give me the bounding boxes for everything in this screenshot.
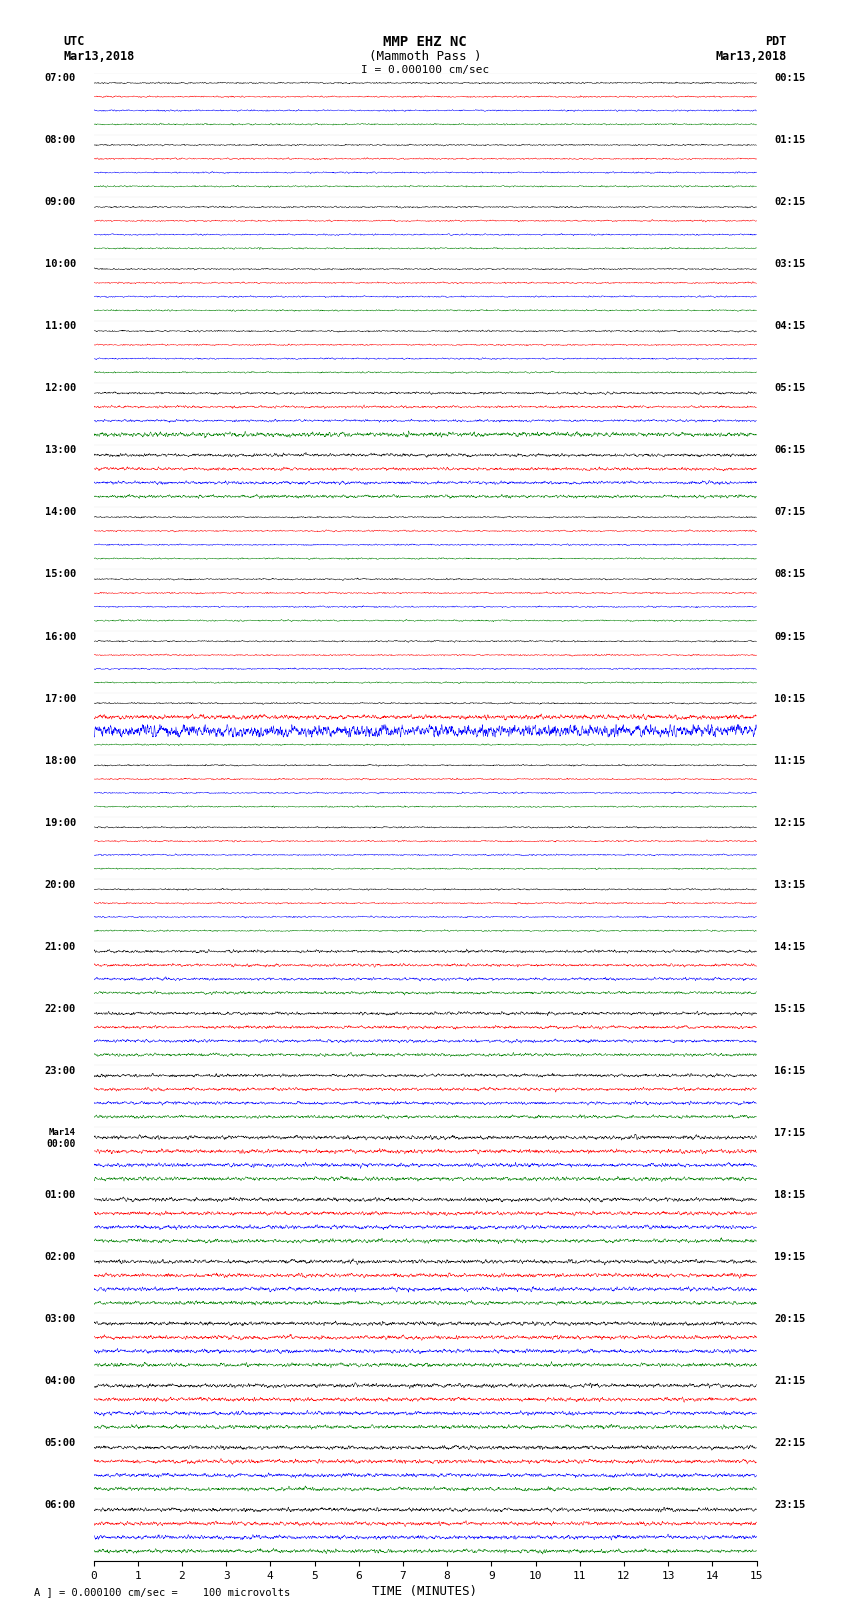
Text: 08:00: 08:00: [44, 135, 76, 145]
Text: 16:15: 16:15: [774, 1066, 806, 1076]
Text: 01:15: 01:15: [774, 135, 806, 145]
Text: 18:15: 18:15: [774, 1190, 806, 1200]
Text: 14:00: 14:00: [44, 508, 76, 518]
Text: 15:15: 15:15: [774, 1003, 806, 1013]
Text: 09:00: 09:00: [44, 197, 76, 208]
Text: 16:00: 16:00: [44, 632, 76, 642]
Text: 00:00: 00:00: [47, 1139, 76, 1148]
Text: 05:00: 05:00: [44, 1437, 76, 1448]
Text: 11:15: 11:15: [774, 755, 806, 766]
Text: 17:15: 17:15: [774, 1127, 806, 1137]
Text: 04:15: 04:15: [774, 321, 806, 331]
Text: 10:15: 10:15: [774, 694, 806, 703]
Text: 02:00: 02:00: [44, 1252, 76, 1261]
Text: 23:15: 23:15: [774, 1500, 806, 1510]
Text: 13:00: 13:00: [44, 445, 76, 455]
Text: 11:00: 11:00: [44, 321, 76, 331]
Text: 07:00: 07:00: [44, 73, 76, 84]
Text: 03:00: 03:00: [44, 1315, 76, 1324]
Text: 21:15: 21:15: [774, 1376, 806, 1386]
Text: Mar14: Mar14: [49, 1127, 76, 1137]
Text: MMP EHZ NC: MMP EHZ NC: [383, 35, 467, 50]
Text: 04:00: 04:00: [44, 1376, 76, 1386]
Text: PDT: PDT: [765, 35, 786, 48]
Text: (Mammoth Pass ): (Mammoth Pass ): [369, 50, 481, 63]
Text: 23:00: 23:00: [44, 1066, 76, 1076]
Text: 06:00: 06:00: [44, 1500, 76, 1510]
Text: 05:15: 05:15: [774, 384, 806, 394]
Text: 13:15: 13:15: [774, 879, 806, 890]
Text: 19:15: 19:15: [774, 1252, 806, 1261]
Text: 09:15: 09:15: [774, 632, 806, 642]
Text: 20:15: 20:15: [774, 1315, 806, 1324]
Text: 18:00: 18:00: [44, 755, 76, 766]
Text: 21:00: 21:00: [44, 942, 76, 952]
Text: 08:15: 08:15: [774, 569, 806, 579]
Text: 12:15: 12:15: [774, 818, 806, 827]
Text: 22:00: 22:00: [44, 1003, 76, 1013]
Text: 07:15: 07:15: [774, 508, 806, 518]
Text: 22:15: 22:15: [774, 1437, 806, 1448]
Text: A ] = 0.000100 cm/sec =    100 microvolts: A ] = 0.000100 cm/sec = 100 microvolts: [34, 1587, 290, 1597]
Text: 12:00: 12:00: [44, 384, 76, 394]
Text: Mar13,2018: Mar13,2018: [64, 50, 135, 63]
Text: 17:00: 17:00: [44, 694, 76, 703]
Text: UTC: UTC: [64, 35, 85, 48]
Text: 10:00: 10:00: [44, 260, 76, 269]
X-axis label: TIME (MINUTES): TIME (MINUTES): [372, 1586, 478, 1598]
Text: Mar13,2018: Mar13,2018: [715, 50, 786, 63]
Text: 03:15: 03:15: [774, 260, 806, 269]
Text: 02:15: 02:15: [774, 197, 806, 208]
Text: 19:00: 19:00: [44, 818, 76, 827]
Text: 06:15: 06:15: [774, 445, 806, 455]
Text: 01:00: 01:00: [44, 1190, 76, 1200]
Text: 14:15: 14:15: [774, 942, 806, 952]
Text: 15:00: 15:00: [44, 569, 76, 579]
Text: 00:15: 00:15: [774, 73, 806, 84]
Text: I = 0.000100 cm/sec: I = 0.000100 cm/sec: [361, 65, 489, 74]
Text: 20:00: 20:00: [44, 879, 76, 890]
